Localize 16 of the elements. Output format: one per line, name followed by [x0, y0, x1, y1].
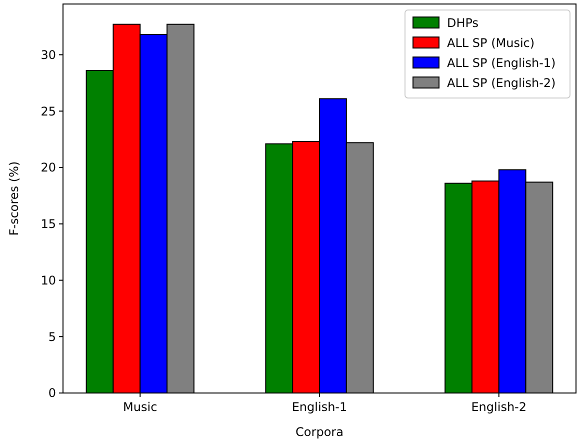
- y-tick-label: 0: [48, 386, 56, 400]
- y-tick-label: 10: [40, 273, 56, 288]
- legend-label: ALL SP (Music): [447, 36, 535, 50]
- y-tick-label: 15: [40, 217, 56, 232]
- y-tick-label: 30: [40, 48, 56, 62]
- x-axis-title: Corpora: [296, 425, 344, 439]
- legend-label: DHPs: [447, 16, 479, 30]
- x-tick-label: English-2: [471, 400, 527, 414]
- y-axis-title: F-scores (%): [7, 161, 21, 236]
- y-tick-label: 20: [40, 160, 56, 175]
- x-tick-label: Music: [123, 400, 158, 414]
- legend-label: ALL SP (English-2): [447, 76, 556, 90]
- x-tick-label: English-1: [292, 400, 348, 414]
- legend-label: ALL SP (English-1): [447, 56, 556, 70]
- y-tick-label: 25: [40, 104, 56, 118]
- y-tick-label: 5: [48, 330, 56, 344]
